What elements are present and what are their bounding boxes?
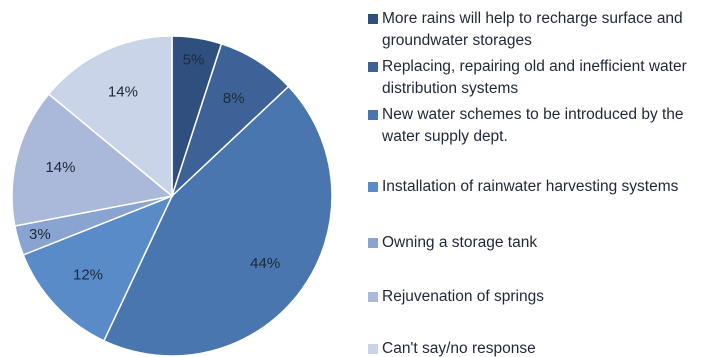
- legend-swatch-7: [368, 344, 378, 354]
- pie-slice-4: [22, 194, 174, 342]
- legend-entry-4: Installation of rainwater harvesting sys…: [368, 176, 678, 198]
- legend-entry-3: New water schemes to be introduced by th…: [368, 104, 713, 148]
- pie-slice-label-5: 3%: [29, 226, 51, 243]
- pie-slice-6: [11, 92, 174, 227]
- legend-label-7: Can't say/no response: [382, 340, 536, 357]
- legend-entry-5: Owning a storage tank: [368, 232, 537, 254]
- pie-plot-area: 5% 8% 44% 12% 3% 14% 14%: [11, 35, 333, 357]
- pie-slice-7: [47, 35, 173, 198]
- pie-slice-label-3: 44%: [250, 255, 280, 272]
- legend-swatch-6: [368, 292, 378, 302]
- legend-entry-6: Rejuvenation of springs: [368, 286, 544, 308]
- legend-entry-7: Can't say/no response: [368, 338, 536, 357]
- pie-slice-label-4: 12%: [73, 266, 103, 283]
- legend-swatch-4: [368, 182, 378, 192]
- legend-swatch-5: [368, 238, 378, 248]
- legend-entry-1: More rains will help to recharge surface…: [368, 8, 713, 52]
- pie-slice-3: [102, 85, 333, 357]
- legend-swatch-2: [368, 62, 378, 72]
- legend-swatch-1: [368, 14, 378, 24]
- pie-slice-label-6: 14%: [45, 159, 75, 176]
- legend-label-6: Rejuvenation of springs: [382, 288, 544, 305]
- legend-label-1: More rains will help to recharge surface…: [382, 10, 683, 49]
- legend-label-5: Owning a storage tank: [382, 234, 538, 251]
- legend-label-2: Replacing, repairing old and inefficient…: [382, 58, 687, 97]
- pie-slice-label-7: 14%: [108, 83, 138, 100]
- pie-slice-label-1: 5%: [183, 52, 205, 69]
- legend-swatch-3: [368, 110, 378, 120]
- legend-entry-2: Replacing, repairing old and inefficient…: [368, 56, 713, 100]
- pie-slice-label-2: 8%: [223, 90, 245, 107]
- legend-label-3: New water schemes to be introduced by th…: [382, 106, 684, 145]
- legend-label-4: Installation of rainwater harvesting sys…: [382, 178, 679, 195]
